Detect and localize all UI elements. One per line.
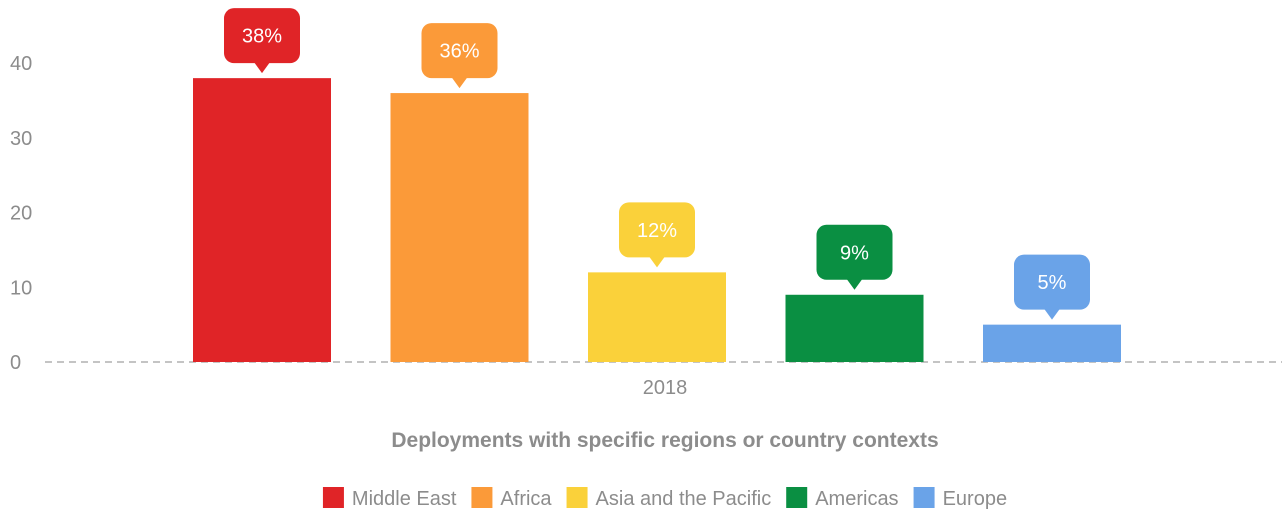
x-tick-label: 2018 (643, 377, 688, 399)
legend-swatch (786, 487, 808, 508)
y-tick-label: 20 (10, 203, 32, 225)
data-label-bubble (1014, 254, 1090, 310)
legend-swatch (566, 487, 588, 508)
legend-label: Africa (500, 488, 552, 510)
data-label-pointer (846, 278, 863, 290)
legend-item[interactable]: Africa (471, 487, 552, 510)
data-label-pointer (1044, 308, 1060, 320)
bar-group (193, 78, 1121, 362)
data-label-bubble (224, 8, 300, 64)
data-label: 9% (816, 224, 893, 290)
y-tick-label: 40 (10, 53, 32, 75)
legend-item[interactable]: Middle East (322, 487, 457, 510)
legend-label: Middle East (352, 488, 457, 510)
data-label-bubble (816, 224, 893, 280)
data-label-text: 9% (840, 242, 869, 264)
y-tick-label: 0 (10, 352, 21, 374)
legend-label: Asia and the Pacific (596, 488, 772, 510)
data-label-text: 38% (242, 26, 282, 48)
data-label-pointer (649, 256, 665, 268)
data-label-bubble (421, 23, 498, 79)
data-label: 12% (619, 202, 695, 268)
bar (588, 272, 726, 362)
legend-swatch (471, 487, 493, 508)
x-axis-title: Deployments with specific regions or cou… (391, 429, 938, 452)
y-tick-label: 30 (10, 128, 32, 150)
legend: Middle East Africa Asia and the Pacific Ame… (322, 487, 1008, 510)
data-label-bubble (619, 202, 695, 258)
legend-item[interactable]: Europe (913, 487, 1008, 510)
data-label-pointer (254, 62, 270, 74)
legend-label: Americas (815, 488, 898, 510)
y-axis: 0 10 20 30 40 (10, 53, 32, 374)
y-tick-label: 10 (10, 277, 32, 299)
data-label: 38% (224, 8, 300, 74)
data-label-group: 38% 36% 12% 9% 5% (224, 8, 1090, 320)
bar (785, 294, 924, 362)
data-label-text: 12% (637, 220, 677, 242)
legend-item[interactable]: Asia and the Pacific (566, 487, 772, 510)
legend-swatch (322, 487, 344, 508)
data-label: 5% (1014, 254, 1090, 320)
data-label-text: 5% (1038, 272, 1067, 294)
data-label-text: 36% (439, 41, 479, 63)
data-label: 36% (421, 23, 498, 89)
legend-swatch (913, 487, 935, 508)
bar (983, 324, 1121, 362)
legend-label: Europe (943, 488, 1008, 510)
bar (193, 78, 331, 362)
bar (390, 93, 529, 362)
data-label-pointer (451, 77, 468, 89)
legend-item[interactable]: Americas (786, 487, 899, 510)
